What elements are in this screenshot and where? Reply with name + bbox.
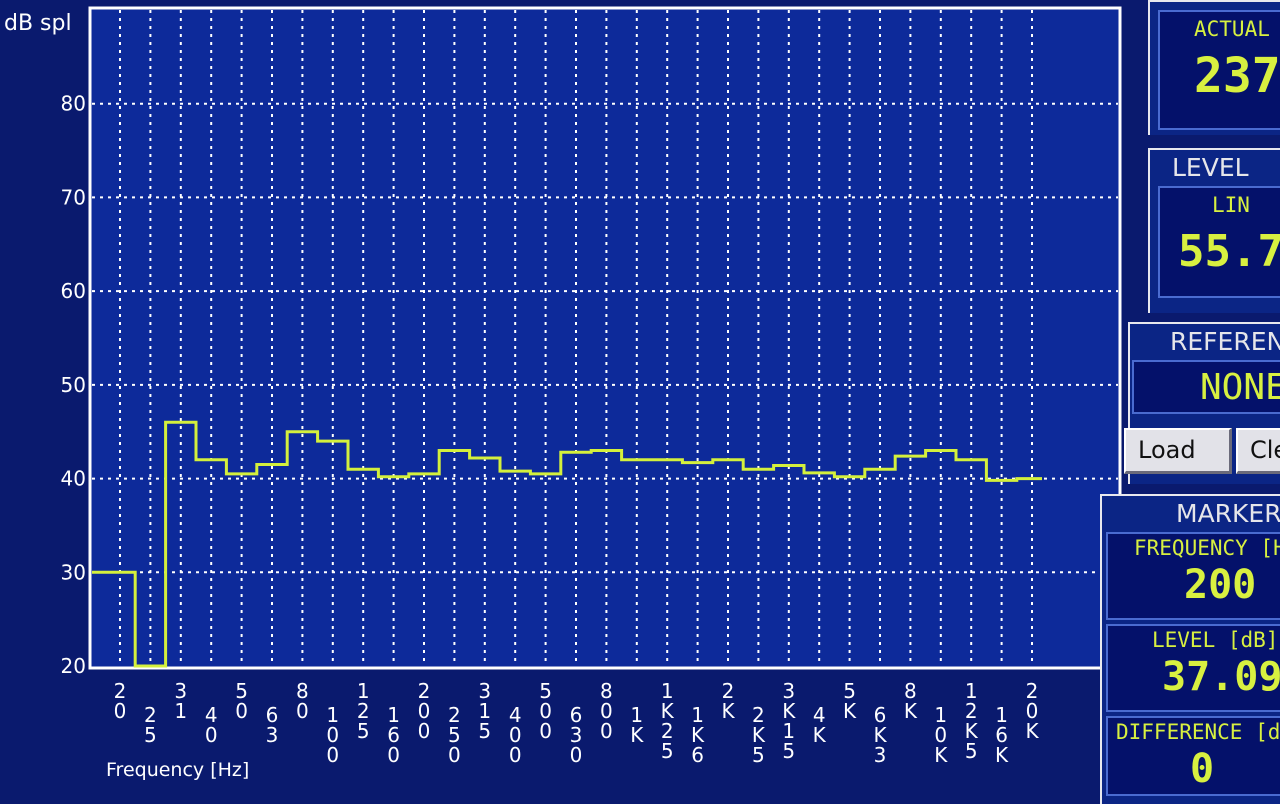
reference-value: NONE (1200, 367, 1280, 408)
marker-level-value: 37.09 (1162, 654, 1280, 700)
y-tick-label: 30 (61, 560, 86, 584)
y-tick-label: 80 (61, 92, 86, 116)
plot-area (88, 6, 1122, 670)
reference-display: NONE (1132, 360, 1280, 414)
marker-difference-label: DIFFERENCE [dB] (1116, 720, 1280, 744)
marker-frequency-label: FREQUENCY [Hz] (1134, 536, 1280, 560)
marker-title: MARKER (1176, 499, 1280, 528)
y-tick-label: 40 (61, 467, 86, 491)
marker-frequency-display: FREQUENCY [Hz] 200 (1106, 532, 1280, 620)
marker-difference-display: DIFFERENCE [dB] 0 (1106, 716, 1280, 796)
marker-frequency-value: 200 (1184, 562, 1257, 608)
level-title: LEVEL (1172, 153, 1249, 182)
clear-button[interactable]: Clear (1236, 428, 1280, 474)
marker-difference-value: 0 (1190, 746, 1215, 792)
y-tick-labels: 20 30 40 50 60 70 80 (61, 92, 86, 678)
y-tick-label: 50 (61, 373, 86, 397)
x-tick-labels: 2 0 2 5 3 1 4 0 5 0 6 3 8 0 1 0 0 1 2 5 1 6 0 2 0 0 2 5 0 3 1 5 4 0 0 5 0 0 6 3… (114, 679, 1040, 767)
reference-title: REFERENCE (1170, 327, 1280, 356)
level-mode: LIN (1212, 193, 1250, 217)
level-value: 55.7 (1178, 226, 1280, 277)
y-tick-label: 70 (61, 185, 86, 209)
marker-panel: MARKER FREQUENCY [Hz] 200 LEVEL [dB] 37.… (1100, 494, 1280, 804)
marker-level-display: LEVEL [dB] 37.09 (1106, 624, 1280, 712)
series-line (92, 420, 1042, 668)
load-button[interactable]: Load (1124, 428, 1232, 474)
y-tick-label: 20 (61, 654, 86, 678)
level-panel: LEVEL LIN 55.7 (1148, 148, 1280, 313)
level-display: LIN 55.7 (1158, 186, 1280, 298)
y-axis-label: dB spl (4, 11, 72, 36)
y-tick-label: 60 (61, 279, 86, 303)
actual-value: 237 (1194, 48, 1280, 104)
marker-level-label: LEVEL [dB] (1152, 628, 1279, 652)
x-axis-label: Frequency [Hz] (106, 759, 249, 781)
actual-label: ACTUAL (1194, 17, 1270, 41)
actual-display: ACTUAL 237 (1158, 10, 1280, 130)
actual-panel: ACTUAL 237 (1148, 0, 1280, 135)
grid-lines (92, 10, 1118, 666)
